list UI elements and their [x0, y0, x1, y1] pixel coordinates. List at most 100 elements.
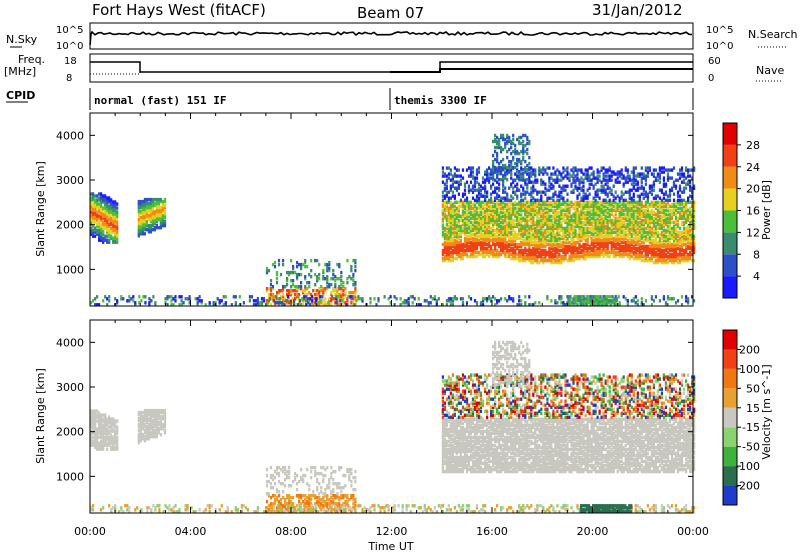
data-cell — [471, 210, 475, 214]
data-cell — [473, 180, 477, 184]
data-cell — [443, 228, 446, 233]
data-cell — [572, 254, 575, 259]
data-cell — [632, 226, 635, 231]
data-cell — [572, 228, 575, 233]
data-cell — [574, 180, 577, 184]
data-cell — [534, 250, 537, 255]
data-cell — [691, 234, 694, 239]
data-cell — [658, 246, 661, 251]
data-cell — [685, 182, 688, 186]
data-cell — [658, 166, 661, 170]
data-cell — [479, 200, 483, 204]
data-cell — [586, 194, 589, 198]
data-cell — [674, 216, 678, 220]
data-cell — [689, 242, 692, 247]
data-cell — [691, 216, 694, 220]
data-cell — [262, 297, 266, 301]
data-cell — [520, 303, 523, 307]
data-cell — [636, 238, 639, 243]
data-cell — [628, 220, 631, 225]
data-cell — [100, 194, 103, 198]
data-cell — [114, 240, 117, 244]
data-cell — [680, 242, 684, 247]
data-cell — [648, 168, 651, 172]
data-cell — [604, 216, 607, 220]
data-cell — [457, 174, 460, 178]
data-cell — [471, 166, 475, 170]
data-cell — [608, 220, 611, 225]
data-cell — [526, 182, 529, 186]
data-cell — [526, 248, 529, 253]
data-cell — [528, 178, 531, 182]
data-cell — [536, 222, 539, 227]
data-cell — [680, 254, 684, 259]
data-cell — [100, 212, 103, 216]
data-cell — [552, 242, 555, 247]
data-cell — [544, 206, 547, 210]
data-cell — [548, 252, 551, 257]
data-cell — [508, 226, 511, 231]
data-cell — [628, 236, 631, 241]
data-cell — [650, 220, 653, 225]
data-cell — [463, 228, 467, 233]
data-cell — [116, 226, 119, 230]
data-cell — [532, 240, 535, 245]
data-cell — [145, 201, 148, 206]
data-cell — [461, 202, 465, 206]
data-cell — [666, 168, 670, 172]
data-cell — [674, 186, 678, 190]
data-cell — [518, 230, 521, 235]
data-cell — [445, 248, 448, 253]
data-cell — [676, 216, 680, 220]
data-cell — [526, 228, 529, 233]
data-cell — [514, 212, 517, 216]
data-cell — [658, 242, 661, 247]
data-cell — [232, 295, 235, 299]
data-cell — [271, 287, 275, 291]
data-cell — [532, 254, 535, 259]
data-cell — [592, 248, 595, 253]
data-cell — [116, 240, 119, 244]
data-cell — [116, 228, 119, 232]
data-cell — [558, 226, 561, 231]
data-cell — [498, 236, 501, 241]
data-cell — [479, 212, 483, 216]
data-cell — [678, 202, 682, 206]
data-cell — [500, 220, 503, 225]
data-cell — [590, 240, 593, 245]
data-cell — [94, 212, 97, 216]
data-cell — [654, 244, 657, 249]
data-cell — [624, 242, 627, 247]
data-cell — [620, 244, 623, 249]
data-cell — [618, 234, 621, 239]
data-cell — [486, 190, 489, 194]
data-cell — [672, 260, 676, 265]
data-cell — [441, 218, 444, 223]
data-cell — [137, 226, 140, 230]
data-cell — [546, 216, 549, 220]
data-cell — [492, 216, 495, 220]
data-cell — [484, 188, 487, 192]
data-cell — [477, 210, 481, 214]
data-cell — [550, 246, 553, 251]
data-cell — [662, 192, 665, 196]
data-cell — [453, 230, 456, 235]
data-cell — [520, 212, 523, 216]
data-cell — [155, 205, 158, 210]
data-cell — [668, 246, 672, 251]
data-cell — [475, 210, 479, 214]
data-cell — [658, 200, 661, 204]
data-cell — [644, 238, 647, 243]
data-cell — [528, 244, 531, 249]
data-cell — [622, 192, 625, 196]
data-cell — [562, 196, 565, 200]
data-cell — [606, 248, 609, 253]
data-cell — [486, 226, 489, 231]
data-cell — [443, 246, 446, 251]
data-cell — [606, 174, 609, 178]
data-cell — [624, 190, 627, 194]
data-cell — [473, 204, 477, 208]
data-cell — [554, 224, 557, 229]
data-cell — [582, 222, 585, 227]
data-cell — [516, 202, 519, 206]
